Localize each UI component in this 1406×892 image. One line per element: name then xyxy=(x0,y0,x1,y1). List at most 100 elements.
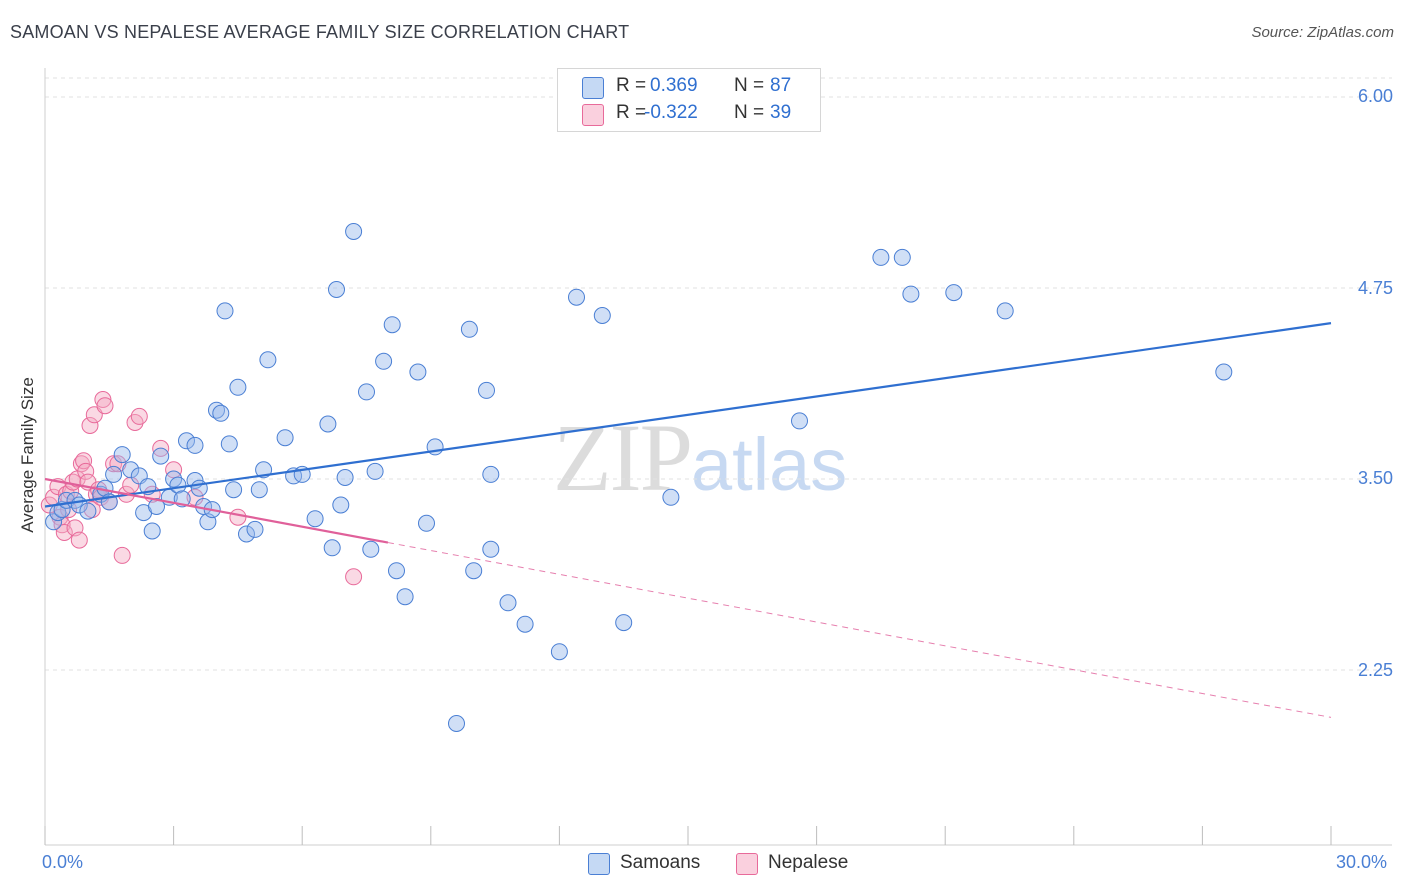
y-tick-label: 3.50 xyxy=(1357,468,1393,488)
r-value: -0.322 xyxy=(644,102,698,123)
n-label: N = xyxy=(734,102,765,123)
axes xyxy=(44,68,1392,846)
nepalese-point xyxy=(96,397,114,415)
samoan-point xyxy=(593,307,611,324)
r-value: 0.369 xyxy=(650,75,698,96)
samoan-point xyxy=(448,715,465,732)
samoan-point xyxy=(345,223,363,240)
samoan-point xyxy=(460,320,478,338)
samoan-point xyxy=(550,643,568,661)
r-label: R = xyxy=(616,75,647,96)
nepalese-point xyxy=(81,417,99,434)
nepalese-swatch xyxy=(582,104,604,126)
x-tick-label-max: 30.0% xyxy=(1336,852,1388,872)
samoan-point xyxy=(893,248,911,266)
samoan-point xyxy=(615,614,633,632)
nepalese-point xyxy=(75,452,93,470)
samoan-point xyxy=(996,302,1014,320)
nepalese-point xyxy=(55,524,73,541)
nepalese-point xyxy=(186,488,204,506)
legend-label: Samoans xyxy=(620,852,701,873)
nepalese-point xyxy=(70,531,88,549)
samoan-point xyxy=(246,520,264,538)
nepalese-trend-line xyxy=(44,477,389,544)
x-tick-label-min: 0.0% xyxy=(42,852,84,872)
nepalese-trend-extrapolation xyxy=(387,542,1332,718)
samoan-point xyxy=(45,513,63,531)
r-label: R = xyxy=(616,102,647,123)
samoan-point xyxy=(499,594,517,612)
samoan-point xyxy=(375,352,393,370)
samoan-point xyxy=(662,488,680,506)
samoan-point xyxy=(79,502,97,520)
samoan-point xyxy=(383,316,401,334)
n-value: 39 xyxy=(770,102,792,123)
samoan-point xyxy=(105,465,123,483)
samoan-point xyxy=(872,248,890,266)
nepalese-point xyxy=(113,546,131,564)
samoan-point xyxy=(516,615,534,633)
samoan-point xyxy=(366,462,384,480)
samoan-points xyxy=(45,223,1233,732)
samoan-point xyxy=(568,288,585,306)
samoan-point xyxy=(945,284,963,302)
samoan-point xyxy=(388,562,405,580)
samoan-point xyxy=(306,510,324,528)
samoan-point xyxy=(482,465,500,483)
gridlines xyxy=(45,77,1392,671)
samoan-point xyxy=(143,522,161,540)
nepalese-point xyxy=(130,407,148,425)
samoan-point xyxy=(409,363,427,381)
samoan-point xyxy=(418,514,435,532)
watermark-atlas: atlas xyxy=(691,423,848,506)
samoan-point xyxy=(336,469,354,486)
samoan-point xyxy=(276,429,294,447)
nepalese-point xyxy=(122,476,140,494)
y-tick-label: 2.25 xyxy=(1357,660,1393,680)
watermark-zip: ZIP xyxy=(553,404,693,511)
samoan-point xyxy=(220,435,238,453)
samoan-point xyxy=(250,481,268,499)
samoan-point xyxy=(148,498,165,515)
samoans-swatch xyxy=(582,77,604,99)
nepalese-point xyxy=(77,462,95,480)
samoan-point xyxy=(465,562,483,580)
samoan-point xyxy=(186,436,204,454)
trend-lines xyxy=(44,322,1332,718)
watermark: ZIPatlas xyxy=(553,402,847,513)
samoan-point xyxy=(212,404,230,422)
nepalese-point xyxy=(72,455,90,473)
samoan-point xyxy=(328,281,345,298)
samoan-point xyxy=(319,415,337,433)
y-tick-label: 6.00 xyxy=(1357,86,1393,106)
chart-source: Source: ZipAtlas.com xyxy=(1251,24,1394,41)
correlation-legend: R = 0.369 N = 87 R = -0.322 N = 39 xyxy=(557,68,821,132)
nepalese-point xyxy=(345,568,363,586)
legend-label: Nepalese xyxy=(768,852,849,873)
samoan-point xyxy=(478,381,495,399)
samoans-swatch xyxy=(588,853,610,875)
samoan-point xyxy=(229,378,247,396)
y-tick-label: 4.75 xyxy=(1357,278,1393,298)
samoan-point xyxy=(358,383,375,401)
n-label: N = xyxy=(734,75,765,96)
samoan-point xyxy=(362,540,380,558)
samoan-point xyxy=(482,540,500,558)
samoan-point xyxy=(791,412,808,430)
nepalese-swatch xyxy=(736,853,758,875)
samoans-trend-line xyxy=(44,322,1332,508)
samoan-point xyxy=(323,539,341,557)
samoan-point xyxy=(259,351,277,369)
samoan-point xyxy=(113,446,131,464)
samoan-point xyxy=(165,470,183,488)
samoan-point xyxy=(238,525,255,543)
samoan-point xyxy=(152,447,170,465)
samoan-point xyxy=(178,432,195,450)
nepalese-point xyxy=(126,414,144,431)
samoan-point xyxy=(225,481,243,499)
nepalese-point xyxy=(229,508,247,526)
samoan-point xyxy=(216,302,234,320)
samoan-point xyxy=(1215,363,1233,381)
nepalese-point xyxy=(94,391,112,408)
